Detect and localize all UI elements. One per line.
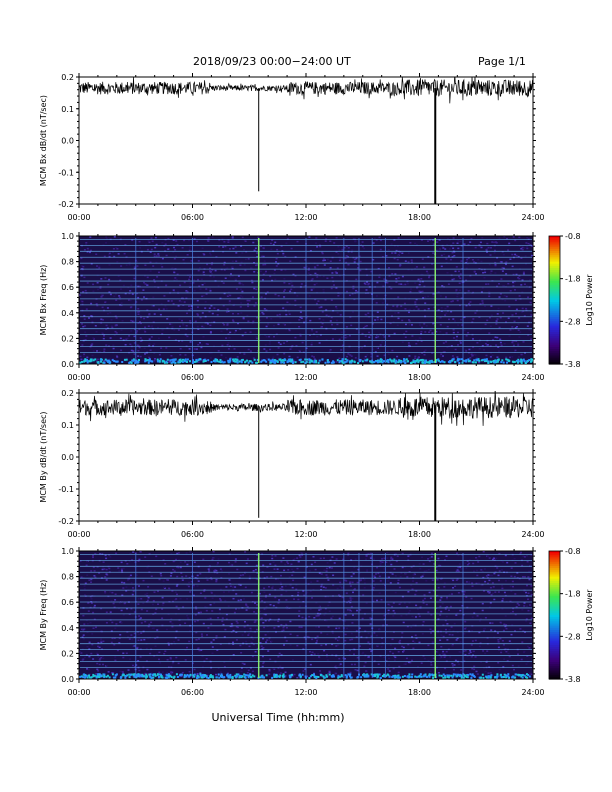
xtick-label: 12:00: [294, 688, 317, 697]
page-indicator: Page 1/1: [478, 55, 526, 68]
ytick-label: 1.0: [61, 232, 74, 241]
x-axis-title: Universal Time (hh:mm): [212, 711, 345, 724]
ytick-label: 0.2: [61, 334, 74, 343]
xtick-label: 00:00: [67, 688, 90, 697]
plot-title: 2018/09/23 00:00−24:00 UT: [193, 55, 351, 68]
ytick-label: 0.0: [61, 675, 74, 684]
ytick-label: 0.0: [61, 453, 74, 462]
colorbar-frame-1: [548, 235, 561, 365]
colorbar-tick-label: -0.8: [565, 547, 581, 556]
xtick-label: 12:00: [294, 213, 317, 222]
colorbar-3: [549, 551, 560, 680]
ytick-label: -0.1: [58, 485, 74, 494]
ytick-label: 0.2: [61, 389, 74, 398]
xtick-label: 06:00: [181, 688, 204, 697]
xtick-label: 24:00: [521, 530, 544, 539]
ytick-label: 0.2: [61, 73, 74, 82]
ytick-label: 0.4: [61, 624, 74, 633]
ytick-label: 0.6: [61, 598, 74, 607]
y-axis-label: MCM By Freq (Hz): [39, 580, 48, 651]
xtick-label: 00:00: [67, 530, 90, 539]
xtick-label: 18:00: [408, 530, 431, 539]
xtick-label: 06:00: [181, 530, 204, 539]
ytick-label: -0.1: [58, 168, 74, 177]
colorbar-tick-label: -2.8: [565, 632, 581, 641]
ytick-label: 0.2: [61, 649, 74, 658]
colorbar-tick-label: -1.8: [565, 590, 581, 599]
colorbar-tick-label: -1.8: [565, 275, 581, 284]
xtick-label: 18:00: [408, 373, 431, 382]
xtick-label: 18:00: [408, 688, 431, 697]
bdot-trace-0: [79, 77, 533, 104]
ytick-label: -0.2: [58, 200, 74, 209]
xtick-label: 24:00: [521, 688, 544, 697]
colorbar-tick-label: -0.8: [565, 232, 581, 241]
ytick-label: 0.1: [61, 421, 74, 430]
ytick-label: 0.1: [61, 105, 74, 114]
ytick-label: 1.0: [61, 547, 74, 556]
ytick-label: 0.0: [61, 360, 74, 369]
xtick-label: 06:00: [181, 213, 204, 222]
xtick-label: 00:00: [67, 373, 90, 382]
y-axis-label: MCM Bx Freq (Hz): [39, 265, 48, 336]
xtick-label: 24:00: [521, 213, 544, 222]
colorbar-label: Log10 Power: [585, 274, 594, 326]
ytick-label: -0.2: [58, 517, 74, 526]
ytick-label: 0.8: [61, 573, 74, 582]
xtick-label: 24:00: [521, 373, 544, 382]
y-axis-label: MCM By dB/dt (nT/sec): [39, 411, 48, 502]
xtick-label: 12:00: [294, 530, 317, 539]
colorbar-tick-label: -3.8: [565, 675, 581, 684]
colorbar-tick-label: -3.8: [565, 360, 581, 369]
bdot-trace-2: [79, 393, 533, 426]
colorbar-tick-label: -2.8: [565, 317, 581, 326]
ytick-label: 0.4: [61, 309, 74, 318]
colorbar-frame-3: [548, 550, 561, 680]
xtick-label: 00:00: [67, 213, 90, 222]
panel-frame-0: [78, 76, 534, 205]
xtick-label: 06:00: [181, 373, 204, 382]
ytick-label: 0.6: [61, 283, 74, 292]
colorbar-1: [549, 236, 560, 365]
colorbar-label: Log10 Power: [585, 589, 594, 641]
xtick-label: 18:00: [408, 213, 431, 222]
y-axis-label: MCM Bx dB/dt (nT/sec): [39, 95, 48, 186]
ytick-label: 0.0: [61, 137, 74, 146]
ytick-label: 0.8: [61, 258, 74, 267]
xtick-label: 12:00: [294, 373, 317, 382]
